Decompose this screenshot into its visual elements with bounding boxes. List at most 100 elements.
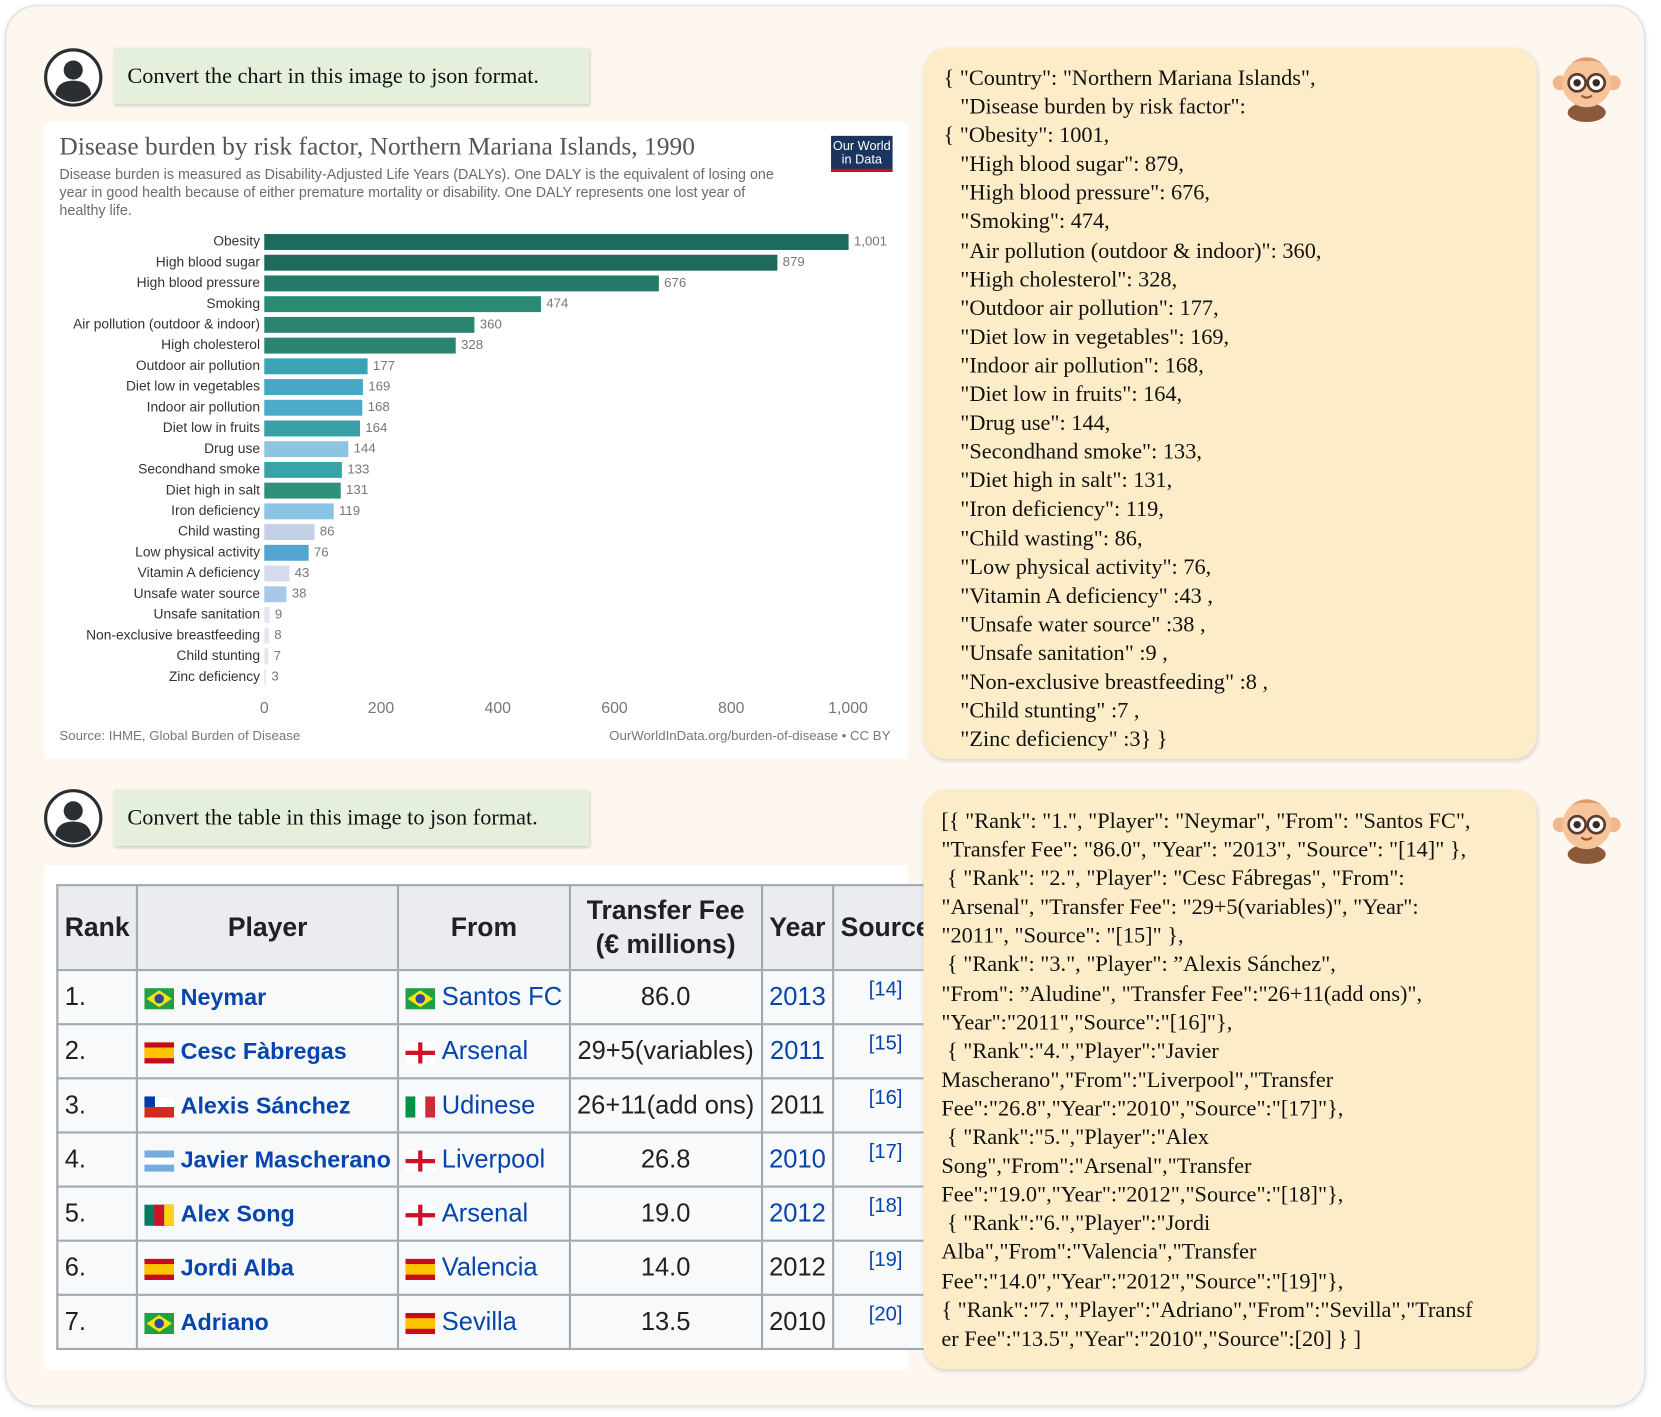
player-link[interactable]: Javier Mascherano (180, 1145, 391, 1173)
user-avatar (44, 789, 103, 848)
source-link[interactable]: [15] (868, 1032, 903, 1055)
table-row: 5. Alex Song Arsenal 19.0 2012 [18] (56, 1185, 940, 1242)
value-label: 1,001 (854, 233, 887, 248)
category-label: Unsafe water source (134, 586, 261, 601)
fee-cell: 14.0 (568, 1239, 763, 1296)
reply-line: "Iron deficiency": 119, (943, 496, 1164, 522)
club-link[interactable]: Santos FC (441, 982, 563, 1011)
rank-cell: 3. (56, 1077, 139, 1134)
club-link[interactable]: Arsenal (441, 1198, 529, 1228)
reply-line: { "Rank": "3.", "Player": ”Alexis Sánche… (941, 951, 1336, 977)
flag (144, 1204, 175, 1226)
reply-line: { "Country": "Northern Mariana Islands", (943, 64, 1316, 91)
player-link[interactable]: Alex Song (180, 1199, 295, 1227)
bar (264, 648, 269, 665)
value-label: 38 (292, 586, 307, 601)
source-cell: [14] (832, 969, 940, 1026)
value-label: 169 (368, 379, 390, 394)
fee-cell: 26.8 (568, 1131, 763, 1188)
club-link[interactable]: Sevilla (441, 1307, 517, 1336)
value-label: 474 (546, 296, 568, 311)
player-link[interactable]: Neymar (180, 983, 267, 1010)
bar (264, 586, 287, 603)
fee-cell: 26+11(add ons) (568, 1077, 763, 1134)
reply-line: "Unsafe sanitation" :9 , (943, 639, 1168, 666)
category-label: High blood sugar (156, 254, 261, 269)
rank-cell: 7. (56, 1293, 139, 1351)
category-label: Air pollution (outdoor & indoor) (73, 317, 260, 332)
club-link[interactable]: Liverpool (441, 1144, 546, 1174)
value-label: 168 (368, 399, 390, 414)
logo-text: in Data (842, 152, 883, 167)
category-label: Outdoor air pollution (136, 358, 260, 373)
reply-line: { "Rank":"6.","Player":"Jordi (941, 1210, 1211, 1236)
reply-line: "High cholesterol": 328, (943, 266, 1178, 292)
x-tick-label: 400 (484, 700, 511, 717)
source-link[interactable]: [17] (868, 1140, 903, 1164)
x-tick-label: 200 (368, 700, 395, 717)
source-link[interactable]: [19] (868, 1249, 903, 1272)
bar (264, 420, 361, 437)
player-cell: Javier Mascherano (136, 1131, 400, 1188)
reply-line: Fee":"14.0","Year":"2012","Source":"[19]… (941, 1267, 1344, 1294)
from-cell: Santos FC (397, 969, 571, 1026)
year-text[interactable]: 2010 (769, 1144, 826, 1174)
bar (264, 275, 659, 292)
value-label: 164 (365, 420, 387, 435)
table-row: 3. Alexis Sánchez Udinese 26+11(add ons) 201… (56, 1077, 940, 1134)
reply-line: Mascherano","From":"Liverpool","Transfer (941, 1066, 1334, 1092)
value-label: 177 (373, 358, 395, 373)
fee-cell: 86.0 (568, 969, 763, 1026)
flag (405, 1095, 436, 1118)
player-link[interactable]: Alexis Sánchez (180, 1091, 351, 1119)
flag (405, 1041, 436, 1063)
logo-box (831, 135, 893, 172)
player-link[interactable]: Jordi Alba (180, 1253, 294, 1281)
year-text[interactable]: 2013 (769, 982, 826, 1011)
bar (264, 399, 363, 416)
year-text[interactable]: 2012 (769, 1198, 826, 1228)
bar (264, 482, 341, 499)
reply-line: "Air pollution (outdoor & indoor)": 360, (943, 237, 1322, 263)
source-link[interactable]: [20] (868, 1303, 903, 1326)
source-cell: [20] (832, 1293, 940, 1351)
reply-line: "Diet high in salt": 131, (943, 467, 1173, 493)
player-link[interactable]: Cesc Fàbregas (180, 1037, 347, 1064)
reply-line: "Diet low in vegetables": 169, (943, 323, 1230, 350)
year-text: 2011 (770, 1090, 825, 1120)
value-label: 879 (783, 254, 805, 269)
fee-cell: 19.0 (568, 1185, 763, 1242)
reply-line: "Child wasting": 86, (943, 524, 1143, 551)
club-link[interactable]: Valencia (441, 1252, 538, 1282)
logo-text: Our World (833, 138, 891, 153)
reply-line: "Child stunting" :7 , (943, 697, 1140, 723)
source-link[interactable]: [18] (868, 1195, 903, 1218)
category-label: Unsafe sanitation (154, 607, 261, 622)
year-cell: 2011 (760, 1077, 835, 1134)
rank-cell: 1. (56, 969, 139, 1026)
value-label: 676 (664, 275, 686, 290)
year-cell: 2012 (760, 1239, 835, 1296)
flag (144, 1258, 175, 1280)
rank-cell: 5. (56, 1185, 139, 1242)
category-label: Iron deficiency (171, 503, 260, 518)
source-link[interactable]: [14] (868, 978, 903, 1001)
year-text: 2012 (769, 1252, 826, 1282)
fee-cell: 29+5(variables) (568, 1023, 763, 1080)
flag (144, 1095, 175, 1118)
player-link[interactable]: Adriano (180, 1308, 269, 1335)
year-text[interactable]: 2011 (770, 1036, 825, 1066)
from-cell: Arsenal (397, 1185, 571, 1242)
flag (405, 1204, 436, 1226)
reply-line: "Transfer Fee": "86.0", "Year": "2013", … (941, 836, 1467, 862)
value-label: 3 (271, 669, 278, 684)
reply-bubble: [{ "Rank": "1.", "Player": "Neymar", "Fr… (923, 789, 1537, 1370)
flag (405, 987, 436, 1009)
prompt-bubble: Convert the table in this image to json … (113, 789, 590, 846)
value-label: 360 (480, 316, 502, 331)
club-link[interactable]: Udinese (441, 1090, 536, 1120)
value-label: 131 (346, 482, 368, 497)
source-link[interactable]: [16] (868, 1086, 903, 1110)
club-link[interactable]: Arsenal (441, 1036, 529, 1066)
header-cell: Source (832, 884, 940, 972)
